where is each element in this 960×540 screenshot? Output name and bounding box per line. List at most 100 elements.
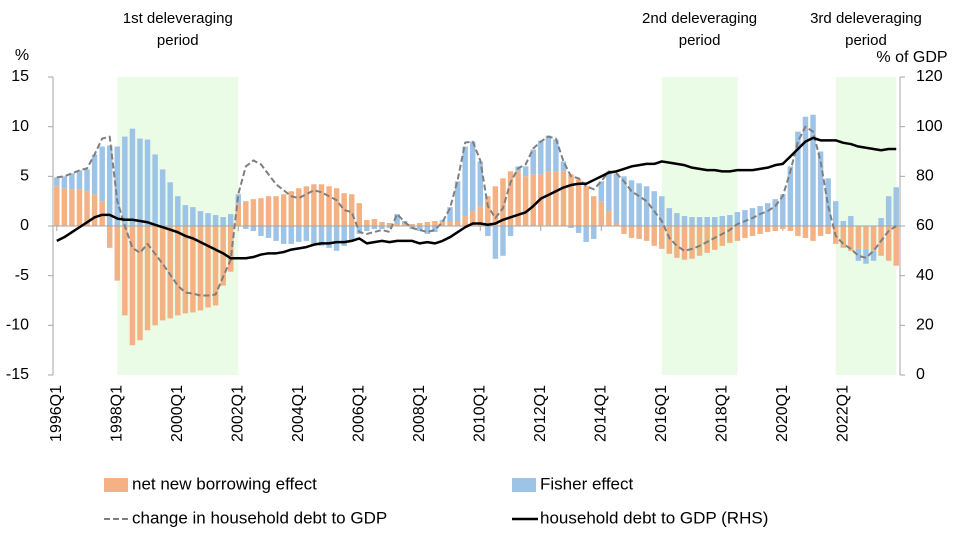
bar xyxy=(106,145,113,226)
bar xyxy=(69,173,75,190)
bar xyxy=(462,216,468,226)
bar xyxy=(764,203,771,226)
bar xyxy=(76,189,83,226)
bar xyxy=(538,140,544,175)
bar xyxy=(197,211,204,226)
bar xyxy=(364,226,370,231)
bar xyxy=(348,226,355,241)
bar xyxy=(167,226,173,319)
bar xyxy=(659,226,665,249)
bar xyxy=(689,217,695,226)
bar xyxy=(167,182,173,226)
bar xyxy=(273,196,279,226)
bar xyxy=(885,226,892,261)
bar xyxy=(734,212,741,226)
bar xyxy=(530,149,536,175)
bar xyxy=(530,174,536,226)
bar xyxy=(590,226,597,239)
bar xyxy=(182,205,189,226)
bar xyxy=(311,184,317,226)
period-label: period xyxy=(679,32,721,49)
bar xyxy=(318,226,325,246)
bar xyxy=(855,248,862,261)
bar xyxy=(288,191,294,226)
bar xyxy=(545,171,552,226)
bar xyxy=(666,226,673,254)
legend-label: Fisher effect xyxy=(540,474,634,493)
y2-tick-label: 0 xyxy=(916,366,925,383)
bar xyxy=(122,136,128,226)
y2-tick-label: 120 xyxy=(916,68,943,85)
bar xyxy=(454,221,461,226)
bar xyxy=(371,226,378,229)
bar xyxy=(401,224,408,226)
x-tick-label: 2018Q1 xyxy=(714,385,731,442)
bar xyxy=(84,191,90,226)
bar xyxy=(492,186,499,226)
bar xyxy=(447,222,453,226)
bar xyxy=(69,189,75,226)
bar xyxy=(742,210,748,226)
bar xyxy=(258,198,264,226)
legend-label: change in household debt to GDP xyxy=(132,508,387,527)
bar xyxy=(583,186,589,226)
bar xyxy=(568,226,574,228)
bar xyxy=(296,188,302,226)
bar xyxy=(522,166,529,177)
legend-swatch xyxy=(512,478,536,492)
bar xyxy=(787,226,794,231)
bar xyxy=(492,226,499,259)
bar xyxy=(333,188,340,226)
y-tick-label: 15 xyxy=(11,68,29,85)
legend-label: net new borrowing effect xyxy=(132,474,317,493)
bar xyxy=(560,171,567,226)
bar xyxy=(220,217,226,226)
bar xyxy=(575,226,582,233)
bar xyxy=(870,226,877,251)
x-tick-label: 2022Q1 xyxy=(835,385,852,442)
bar xyxy=(636,226,642,239)
bar xyxy=(772,226,778,231)
bar xyxy=(250,199,257,226)
bar xyxy=(832,201,839,226)
bar xyxy=(500,178,506,226)
x-tick-label: 1996Q1 xyxy=(48,385,65,442)
y-tick-label: -10 xyxy=(6,317,29,334)
bar xyxy=(681,216,688,226)
y2-tick-label: 100 xyxy=(916,118,943,135)
bar xyxy=(303,186,310,226)
bar xyxy=(333,226,340,251)
bar xyxy=(386,226,393,228)
bar xyxy=(417,226,423,231)
bar xyxy=(515,171,521,226)
bar xyxy=(711,217,718,226)
x-tick-label: 1998Q1 xyxy=(109,385,126,442)
bar xyxy=(734,226,741,241)
bar xyxy=(379,222,385,226)
bar xyxy=(885,196,892,226)
bar xyxy=(704,217,710,226)
x-tick-label: 2010Q1 xyxy=(472,385,489,442)
bar xyxy=(613,173,620,224)
bar xyxy=(250,226,257,231)
bar xyxy=(220,226,226,286)
bar xyxy=(870,250,877,261)
period-label: 1st deleveraging xyxy=(123,10,233,27)
bar xyxy=(613,223,620,226)
y2-tick-label: 80 xyxy=(916,168,934,185)
bar xyxy=(749,226,756,236)
bar xyxy=(394,214,400,225)
legend-label: household debt to GDP (RHS) xyxy=(540,508,768,527)
y-tick-label: -15 xyxy=(6,366,29,383)
bar xyxy=(265,226,272,238)
bar xyxy=(106,226,113,248)
line-series xyxy=(56,136,897,260)
x-tick-label: 2016Q1 xyxy=(653,385,670,442)
bar xyxy=(802,226,809,238)
bar xyxy=(621,176,627,226)
y2-tick-label: 40 xyxy=(916,267,934,284)
bar xyxy=(636,183,642,226)
bar xyxy=(681,226,688,260)
bar xyxy=(462,146,468,217)
